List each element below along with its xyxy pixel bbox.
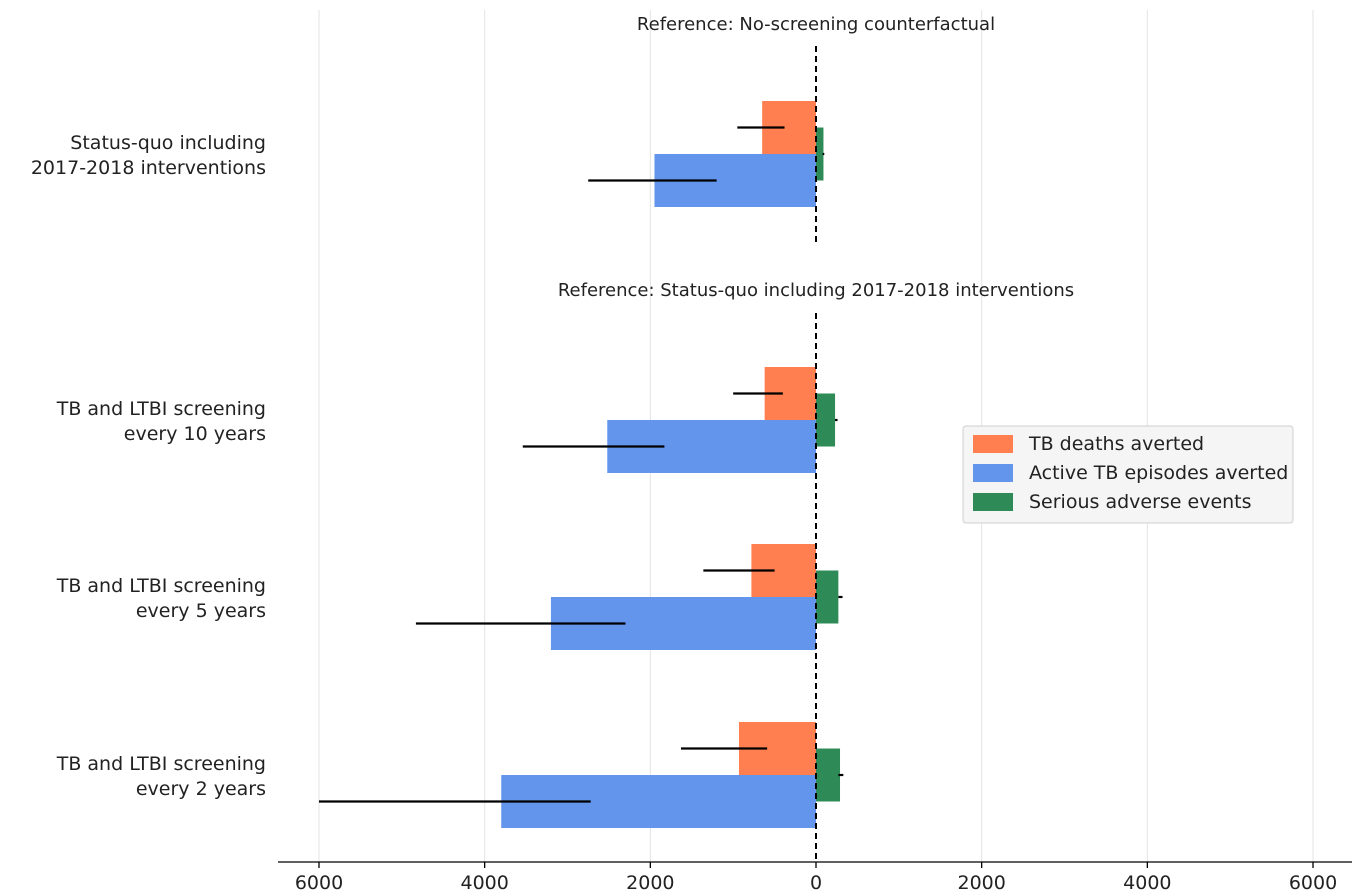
reference-label: Reference: No-screening counterfactual (637, 14, 995, 35)
category-label: every 2 years (136, 778, 266, 800)
category-label: 2017-2018 interventions (31, 157, 266, 179)
x-tick-label: 6000 (295, 872, 343, 894)
x-tick-label: 2000 (957, 872, 1005, 894)
legend-label: TB deaths averted (1028, 433, 1204, 455)
legend-label: Active TB episodes averted (1029, 462, 1288, 484)
x-tick-label: 6000 (1289, 872, 1337, 894)
x-tick-label: 4000 (460, 872, 508, 894)
legend-box (962, 425, 1294, 524)
adverse-events-bar (816, 393, 836, 447)
category-label: every 5 years (136, 600, 266, 622)
category-labels: Status-quo including 2017-2018 interventi… (31, 132, 266, 800)
legend-swatch (973, 435, 1013, 453)
legend: TB deaths averted Active TB episodes aver… (962, 425, 1294, 524)
x-tick-label: 0 (810, 872, 822, 894)
bar-layer (319, 101, 844, 828)
x-axis: 6000 4000 2000 0 2000 4000 6000 (278, 861, 1352, 894)
category-label: Status-quo including (70, 132, 266, 154)
legend-swatch (973, 493, 1013, 511)
x-tick-label: 2000 (626, 872, 674, 894)
category-label: TB and LTBI screening (56, 575, 266, 597)
category-label: TB and LTBI screening (56, 398, 266, 420)
adverse-events-bar (816, 748, 841, 802)
category-label: TB and LTBI screening (56, 753, 266, 775)
x-tick-label: 4000 (1123, 872, 1171, 894)
adverse-events-bar (816, 127, 824, 181)
legend-swatch (973, 464, 1013, 482)
adverse-events-bar (816, 570, 839, 624)
legend-label: Serious adverse events (1029, 491, 1252, 513)
category-label: every 10 years (124, 423, 266, 445)
reference-layer: Reference: No-screening counterfactual Re… (558, 14, 1074, 862)
reference-label: Reference: Status-quo including 2017-201… (558, 280, 1074, 301)
